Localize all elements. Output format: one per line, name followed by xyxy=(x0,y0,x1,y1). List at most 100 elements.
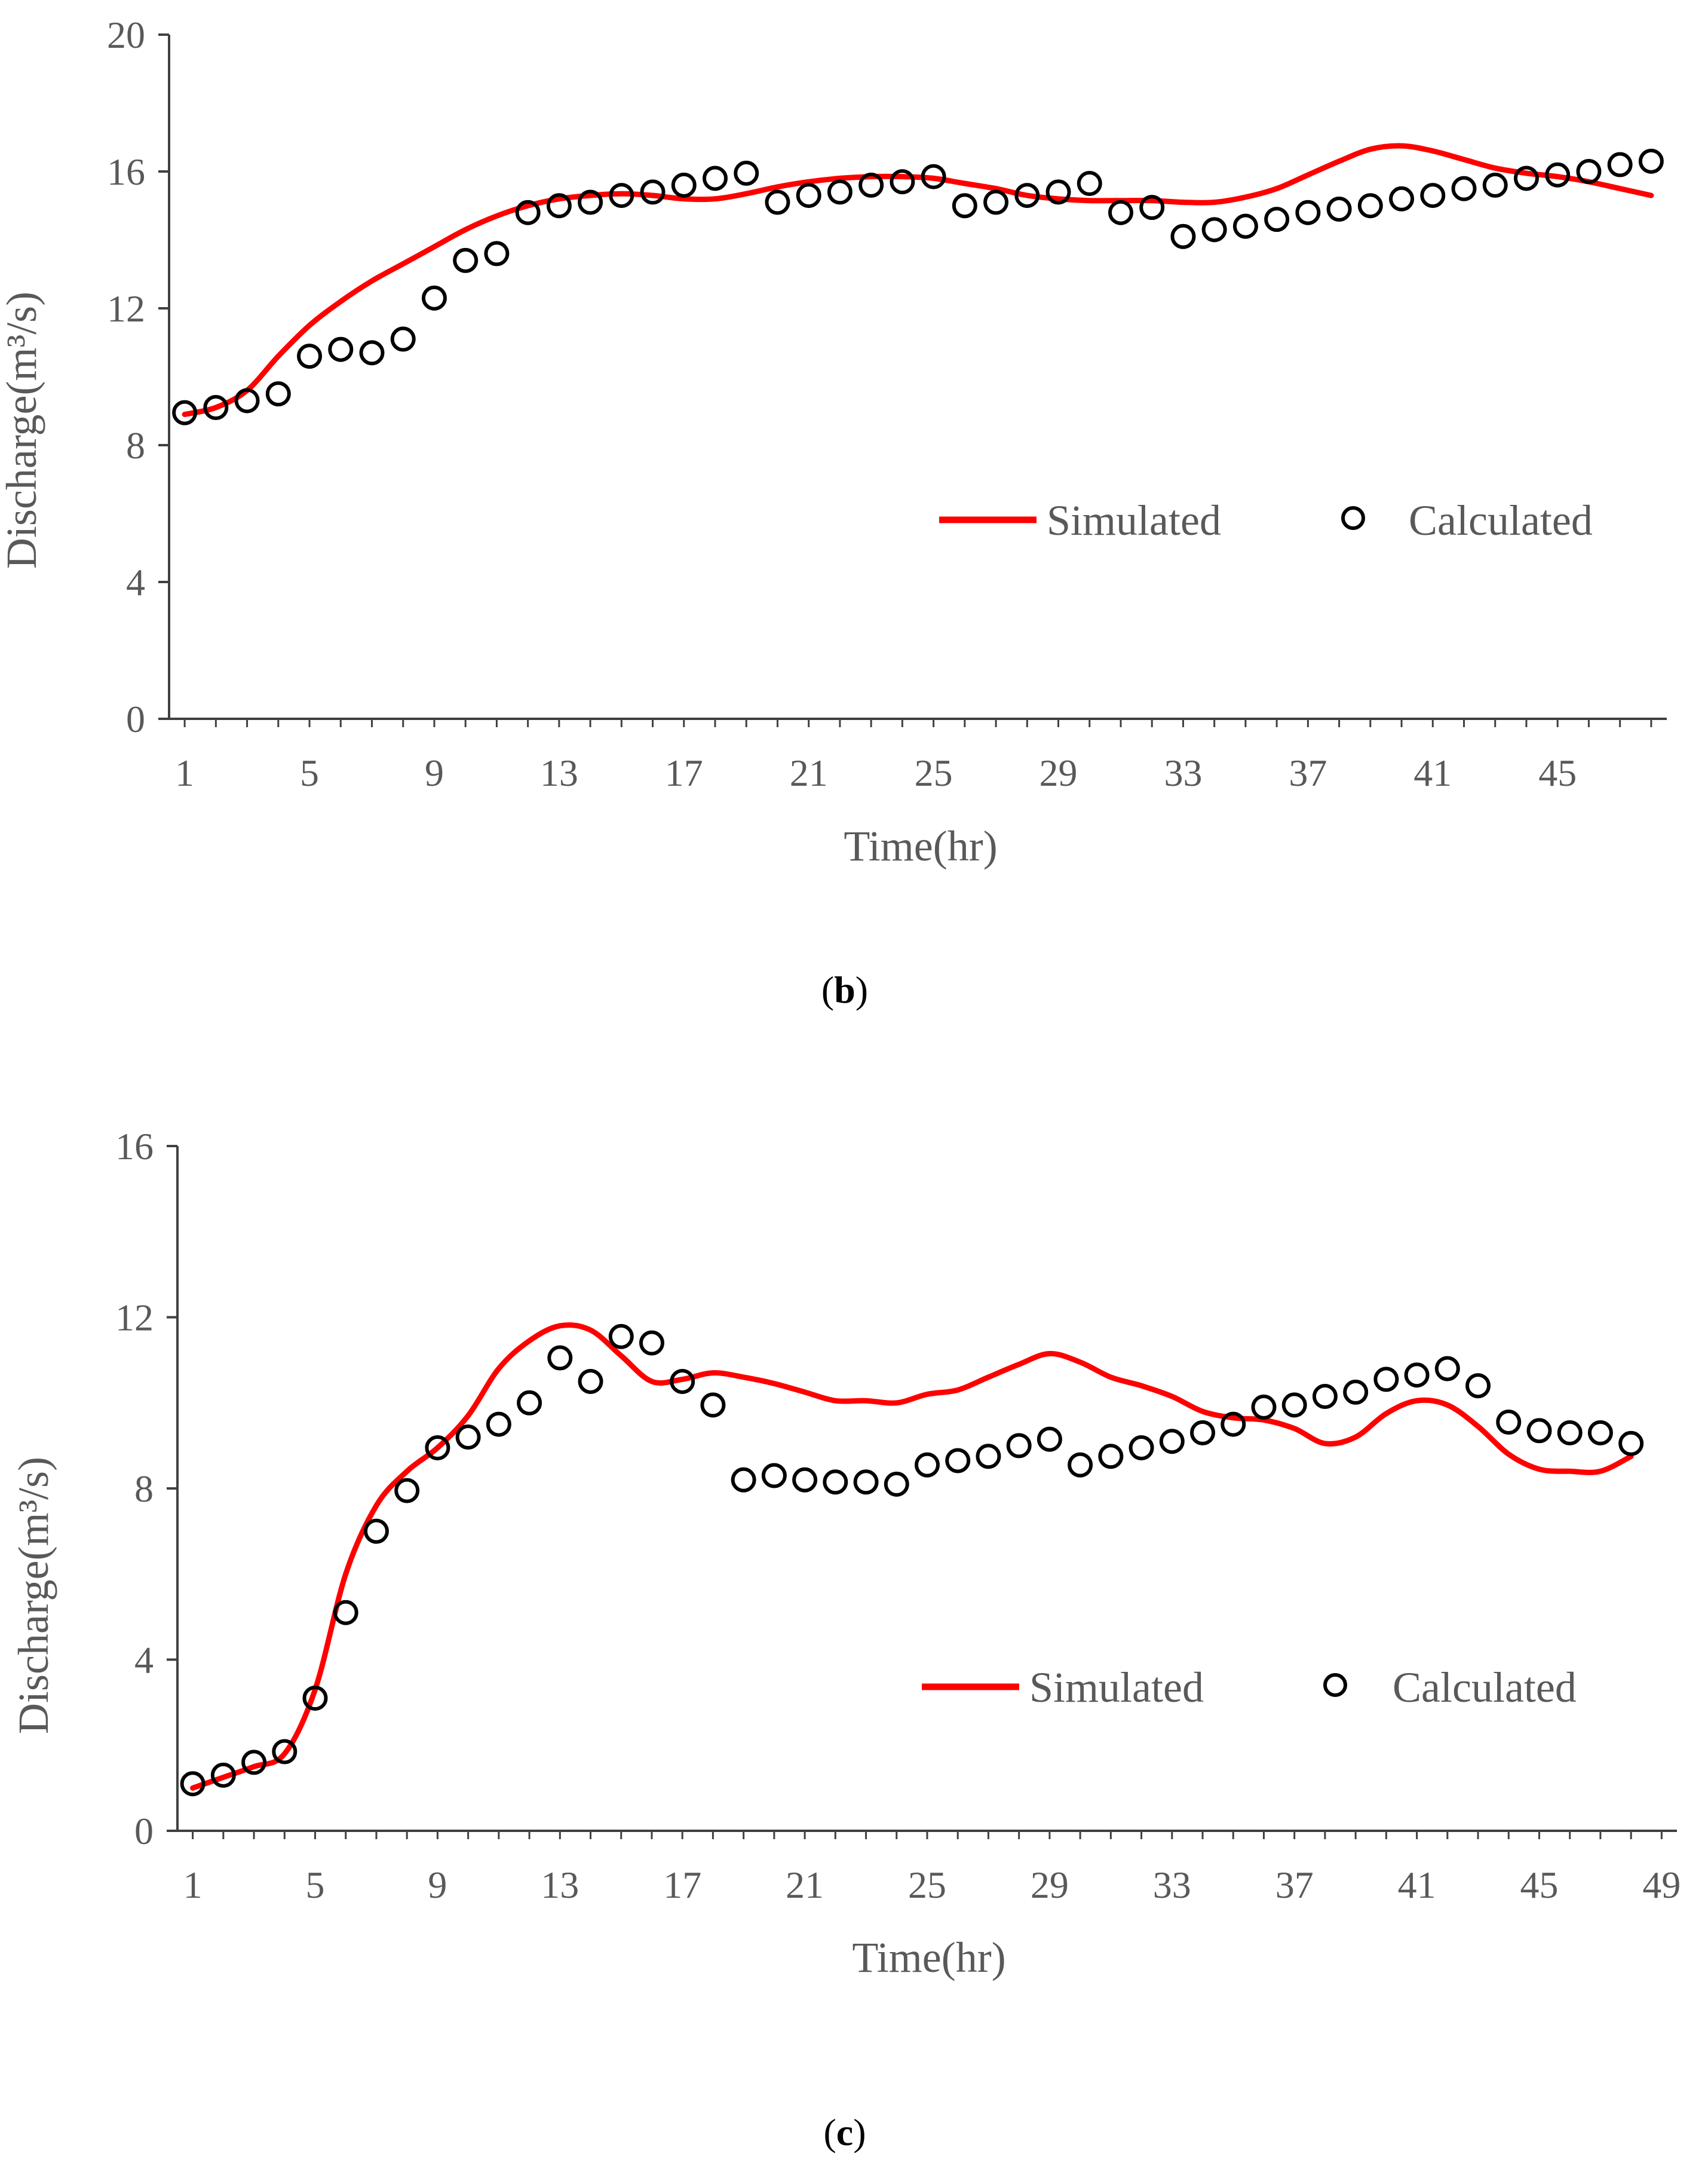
calculated-point xyxy=(1526,1418,1552,1444)
calculated-point xyxy=(203,395,229,421)
calculated-point xyxy=(1389,186,1415,212)
calculated-point xyxy=(608,1324,634,1349)
calculated-point xyxy=(172,400,198,425)
calculated-point xyxy=(1098,1444,1124,1469)
y-tick-label: 4 xyxy=(134,1639,154,1681)
y-tick-label: 8 xyxy=(134,1468,154,1510)
x-tick-label: 13 xyxy=(541,1864,579,1906)
x-tick-label: 9 xyxy=(428,1864,447,1906)
y-tick-label: 4 xyxy=(126,561,145,603)
x-tick-label: 21 xyxy=(786,1864,824,1906)
calculated-point xyxy=(1576,159,1602,184)
calculated-point xyxy=(1357,193,1383,219)
calculated-point xyxy=(703,166,728,191)
calculated-point xyxy=(394,1478,420,1503)
legend-simulated-label: Simulated xyxy=(1029,1664,1204,1711)
x-tick-label: 37 xyxy=(1275,1864,1314,1906)
calculated-point xyxy=(884,1471,909,1497)
calculated-point xyxy=(765,189,790,215)
x-tick-label: 17 xyxy=(663,1864,701,1906)
x-tick-label: 45 xyxy=(1538,752,1577,794)
calculated-point xyxy=(1159,1429,1185,1454)
legend-calculated-label: Calculated xyxy=(1393,1664,1577,1711)
calculated-point xyxy=(1587,1420,1613,1445)
calculated-point xyxy=(515,200,541,225)
calculated-point xyxy=(952,193,977,219)
calculated-point xyxy=(421,285,447,311)
x-tick-label: 25 xyxy=(915,752,953,794)
calculated-point xyxy=(1451,176,1477,201)
calculated-point xyxy=(639,1330,664,1356)
calculated-point xyxy=(1607,152,1633,177)
simulated-line xyxy=(190,1322,1634,1791)
calculated-point xyxy=(1496,1409,1522,1435)
x-tick-label: 25 xyxy=(908,1864,946,1906)
legend: Simulated Calculated xyxy=(939,497,1593,544)
x-tick-label: 5 xyxy=(300,752,319,794)
axes xyxy=(158,33,1667,727)
calculated-point xyxy=(823,1469,848,1495)
legend-calculated-marker xyxy=(1323,1673,1347,1697)
calculated-point xyxy=(796,183,821,209)
x-tick-label: 37 xyxy=(1289,752,1327,794)
calculated-point xyxy=(792,1467,818,1493)
calculated-point xyxy=(1068,1452,1093,1478)
axes xyxy=(167,1145,1677,1839)
y-tick-labels: 0 4 8 12 16 xyxy=(115,1125,154,1852)
chart-panel-c: 0 4 8 12 16 1 5 9 13 17 21 25 29 33 37 41 45 49 Discharg… xyxy=(10,1125,1681,2153)
x-tick-label: 29 xyxy=(1039,752,1078,794)
calculated-point xyxy=(827,179,853,205)
x-tick-label: 13 xyxy=(540,752,578,794)
calculated-point xyxy=(1190,1420,1216,1445)
calculated-point xyxy=(1045,179,1071,205)
calculated-point xyxy=(731,1467,756,1493)
y-tick-label: 8 xyxy=(126,424,145,467)
calculated-point xyxy=(1037,1426,1062,1452)
calculated-point xyxy=(455,1424,481,1450)
calculated-point xyxy=(265,381,291,407)
calculated-point xyxy=(1434,1356,1460,1381)
calculated-point xyxy=(180,1771,206,1797)
calculated-point xyxy=(517,1390,542,1416)
calculated-point xyxy=(272,1739,298,1764)
x-tick-label: 45 xyxy=(1520,1864,1558,1906)
calculated-point xyxy=(484,241,510,266)
calculated-point xyxy=(671,172,697,198)
calculated-point xyxy=(921,164,946,189)
y-tick-labels: 0 4 8 12 16 20 xyxy=(107,14,145,740)
calculated-point xyxy=(1170,223,1196,249)
calculated-point xyxy=(328,336,354,362)
legend-simulated-label: Simulated xyxy=(1047,497,1221,544)
calculated-point xyxy=(1373,1367,1399,1392)
calculated-point xyxy=(1264,207,1290,232)
calculated-point xyxy=(1139,195,1165,220)
x-tick-label: 21 xyxy=(790,752,828,794)
calculated-point xyxy=(1465,1373,1491,1399)
y-axis-title: Discharge(m³/s) xyxy=(10,1457,57,1734)
x-tick-label: 1 xyxy=(175,752,194,794)
calculated-point xyxy=(700,1392,726,1418)
calculated-point xyxy=(915,1452,940,1478)
x-tick-label: 49 xyxy=(1642,1864,1681,1906)
calculated-point xyxy=(761,1463,787,1488)
legend-calculated-label: Calculated xyxy=(1409,497,1593,544)
calculated-point xyxy=(983,189,1009,215)
calculated-point xyxy=(425,1435,450,1460)
x-tick-label: 33 xyxy=(1164,752,1202,794)
calculated-point xyxy=(547,1345,573,1371)
calculated-point xyxy=(1251,1394,1277,1420)
calculated-point xyxy=(1404,1362,1430,1388)
calculated-point xyxy=(945,1448,971,1473)
legend-calculated-marker xyxy=(1341,506,1365,530)
calculated-point xyxy=(302,1685,328,1711)
x-tick-label: 1 xyxy=(183,1864,203,1906)
calculated-point xyxy=(453,247,479,273)
panel-caption-c: (c) xyxy=(823,2111,866,2153)
x-tick-labels: 1 5 9 13 17 21 25 29 33 37 41 45 xyxy=(175,752,1577,794)
calculated-point xyxy=(1618,1430,1644,1456)
x-axis-title: Time(hr) xyxy=(844,822,997,870)
y-tick-label: 12 xyxy=(107,287,145,330)
calculated-point xyxy=(890,169,915,195)
calculated-point xyxy=(1108,200,1133,225)
